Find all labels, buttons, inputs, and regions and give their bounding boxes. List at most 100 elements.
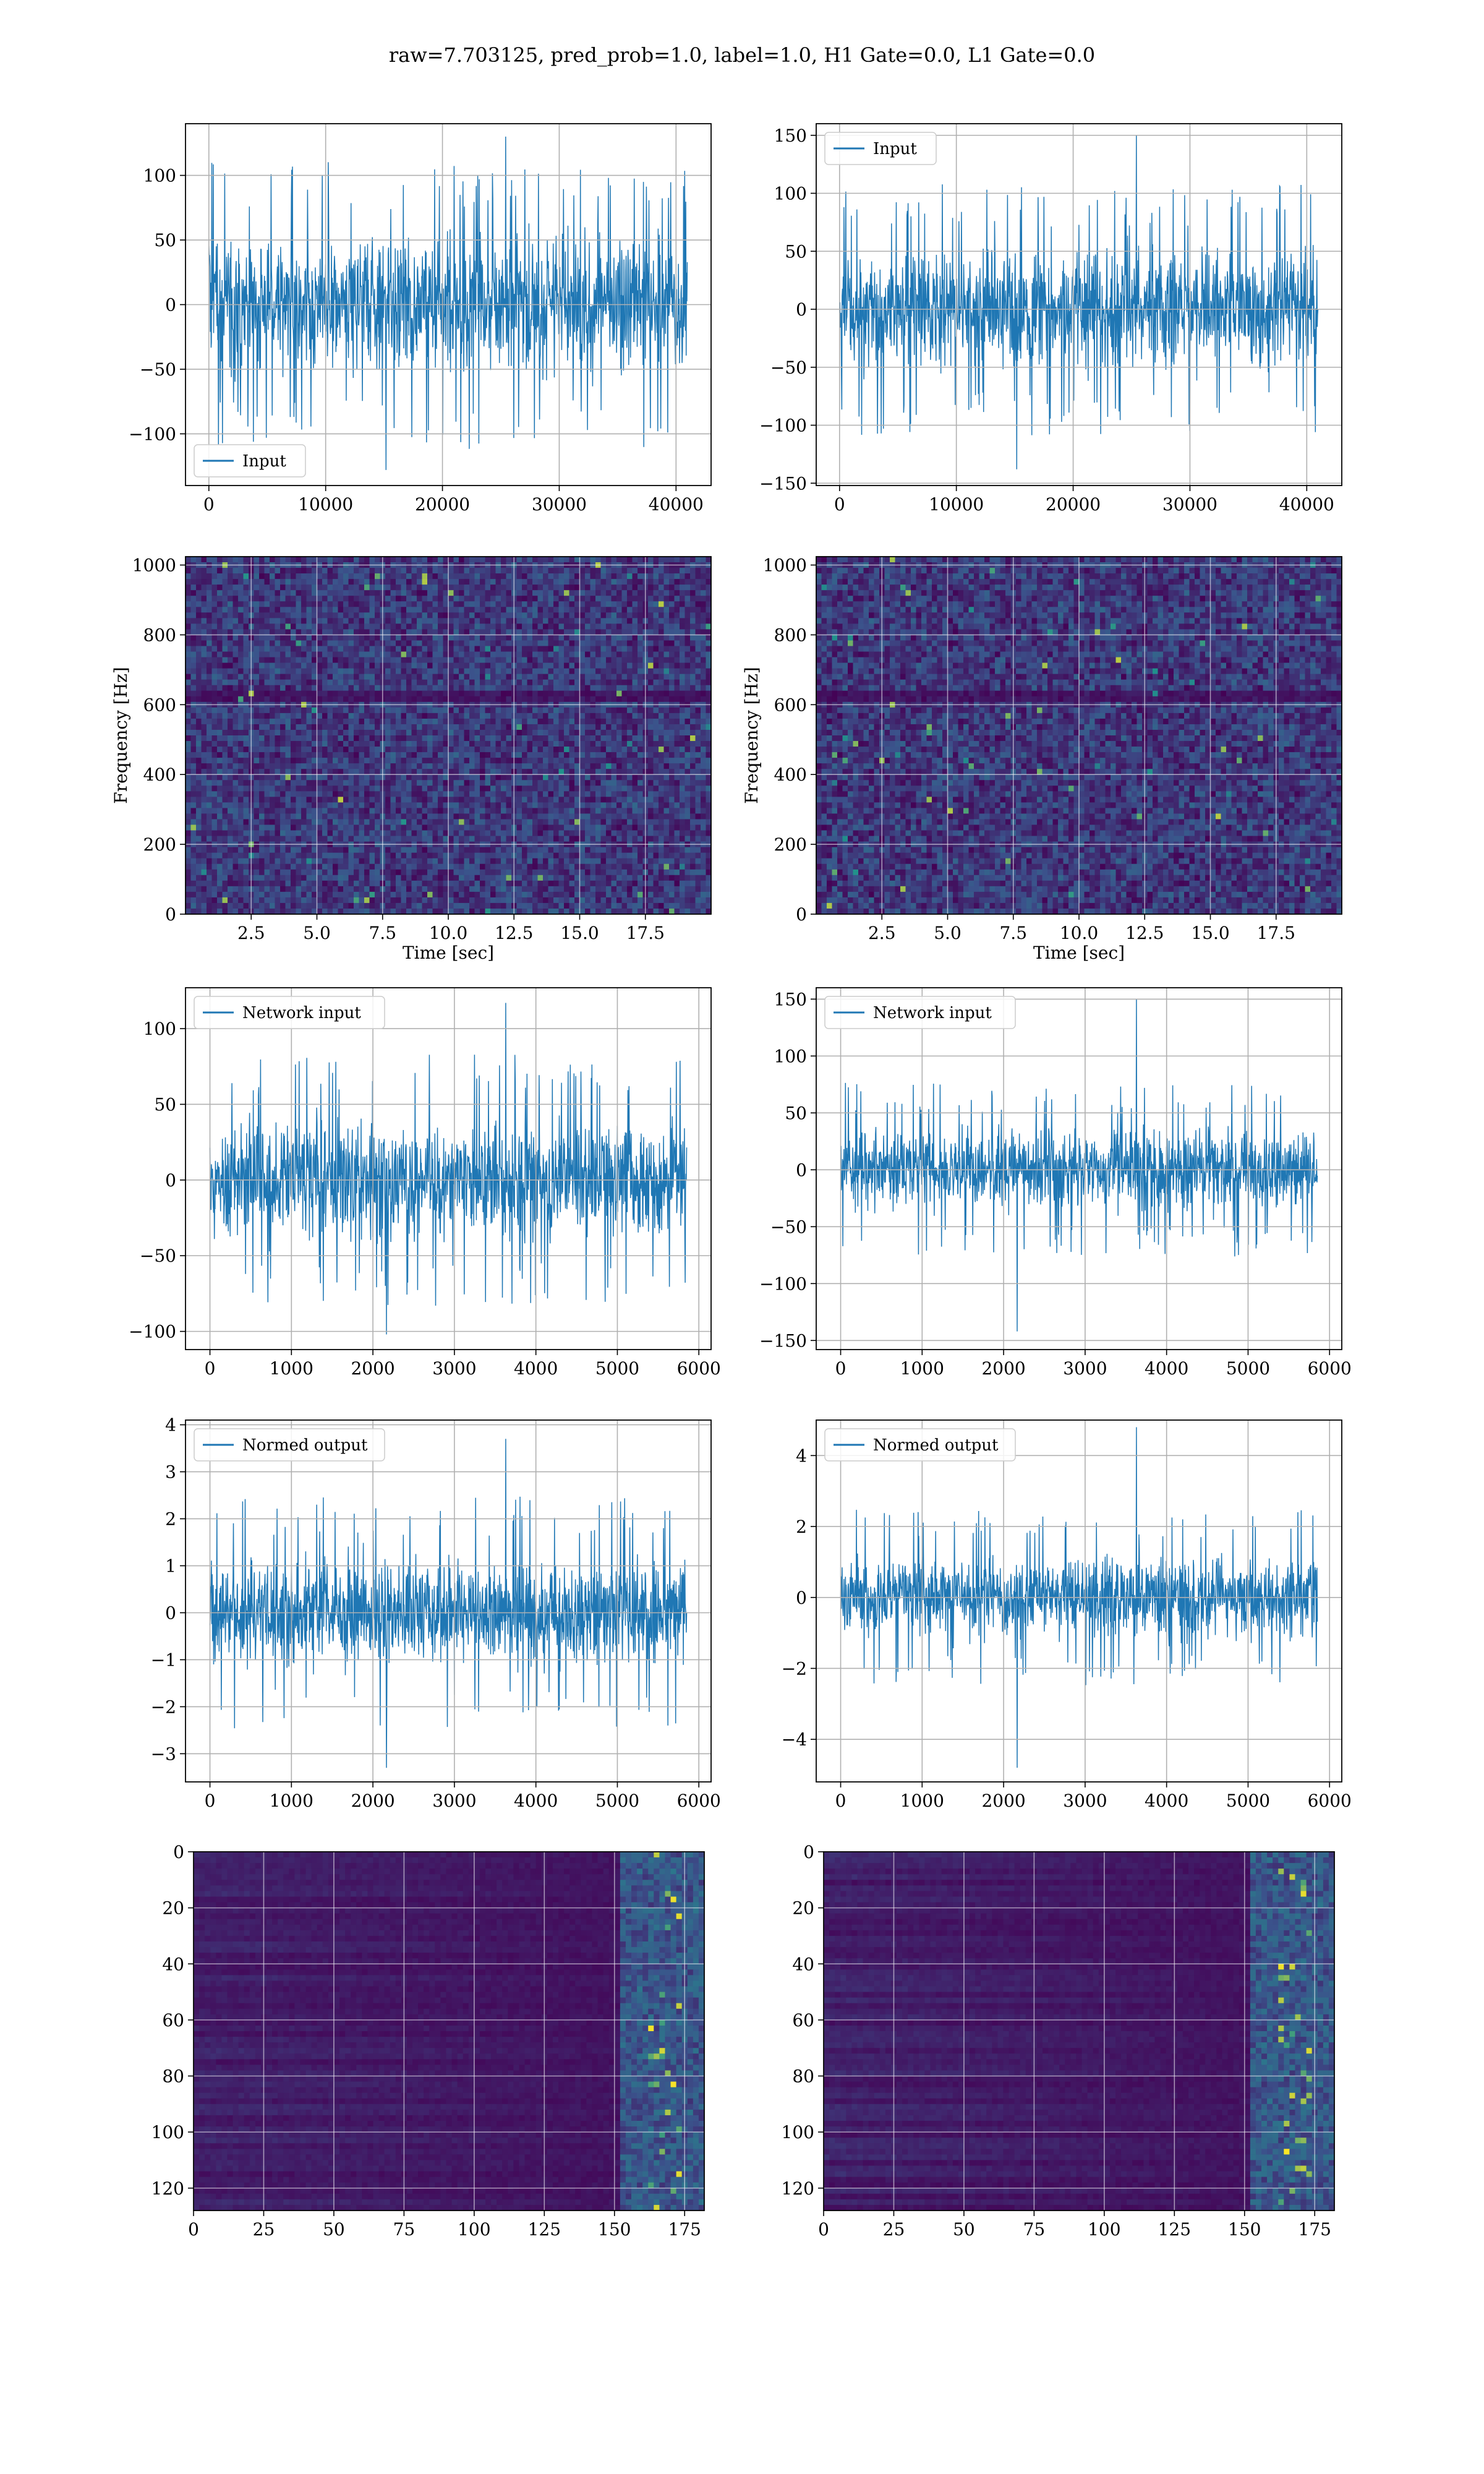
heat-cell [333,869,339,876]
heat-cell [474,847,480,854]
heat-cell [490,824,497,831]
heat-cell [396,791,402,797]
heat-cell [333,674,339,680]
heat-cell [574,785,581,792]
heat-cell [506,852,512,859]
heat-cell [317,596,323,602]
heat-cell [296,568,302,574]
heat-cell [322,735,328,742]
heat-cell [338,646,344,653]
heat-cell [291,891,297,898]
heat-cell [532,718,539,725]
heat-cell [443,863,449,870]
heat-cell [469,891,475,898]
heat-cell [506,612,512,618]
heat-cell [186,568,192,574]
heat-cell [537,785,544,792]
heat-cell [280,707,286,714]
heat-cell [459,830,465,837]
heat-cell [417,858,423,865]
heat-cell [579,646,586,653]
heat-cell [343,847,349,854]
heat-cell [432,690,438,697]
heat-cell [543,635,549,641]
heat-cell [438,891,444,898]
heat-cell [296,612,302,618]
heat-cell [485,729,491,736]
heat-cell [564,869,570,876]
heat-cell [532,629,539,636]
heat-cell [207,774,213,781]
heat-cell [254,858,260,865]
heat-cell [495,802,501,809]
heat-cell [569,813,575,820]
heat-cell [217,729,223,736]
heat-cell [427,573,433,580]
heat-cell [427,729,433,736]
heat-cell [228,707,234,714]
heat-cell [291,774,297,781]
heat-cell [480,724,486,730]
heat-cell [543,674,549,680]
heat-cell [343,813,349,820]
heat-cell [259,623,265,630]
heat-cell [390,763,396,769]
heat-cell [459,808,465,815]
heat-cell [385,863,391,870]
heat-cell [312,886,318,892]
heat-cell [558,902,565,909]
heat-cell [238,607,244,613]
heat-cell [348,880,354,887]
heat-cell [222,802,228,809]
heat-cell [243,758,249,764]
heat-cell [506,735,512,742]
x-tick-label: 0 [834,494,845,515]
heat-cell [354,808,360,815]
heat-cell [443,662,449,669]
heat-cell [422,568,428,574]
heat-cell [306,774,312,781]
heat-cell [259,836,265,842]
heat-cell [453,774,459,781]
heat-cell [543,819,549,826]
heat-cell [348,908,354,914]
heat-cell [327,902,333,909]
heat-cell [585,690,591,697]
heat-cell [275,584,281,591]
heat-cell [453,758,459,764]
heat-cell [474,623,480,630]
heat-cell [196,763,202,769]
heat-cell [564,824,570,831]
heat-cell [359,668,365,675]
heat-cell [564,718,570,725]
heat-cell [186,780,192,786]
heat-cell [558,863,565,870]
heat-cell [448,718,454,725]
heat-cell [464,640,470,647]
heat-cell [317,880,323,887]
heat-cell [474,590,480,596]
heat-cell [485,863,491,870]
heat-cell [264,618,270,624]
heat-cell [564,646,570,653]
heat-cell [543,802,549,809]
heat-cell [522,601,528,607]
heat-cell [385,596,391,602]
heat-cell [485,568,491,574]
heat-cell [553,557,560,563]
heat-cell [232,718,239,725]
heat-cell [537,596,544,602]
heat-cell [348,579,354,585]
heat-cell [317,747,323,753]
heat-cell [259,568,265,574]
heat-cell [579,662,586,669]
heat-cell [385,657,391,664]
heat-cell [574,875,581,881]
heat-cell [385,568,391,574]
heat-cell [464,741,470,747]
heat-cell [354,886,360,892]
heat-cell [354,651,360,658]
heat-cell [443,875,449,881]
heat-cell [453,601,459,607]
heat-cell [348,646,354,653]
